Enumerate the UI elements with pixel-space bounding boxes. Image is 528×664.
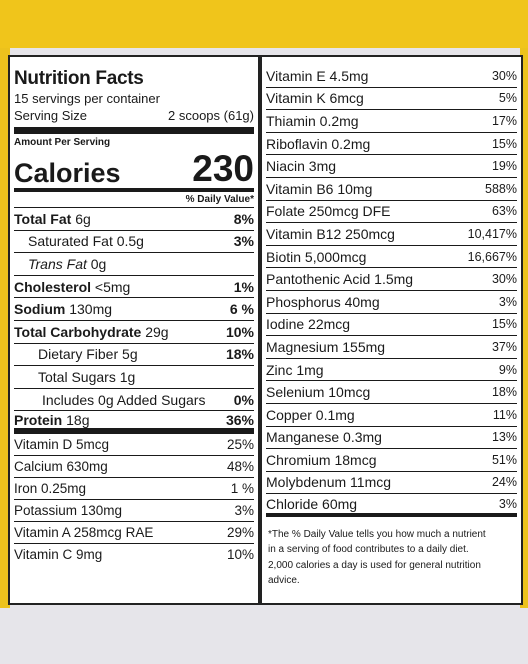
nutrient-pct: 1%	[233, 278, 254, 295]
vitamin-row-pantothenic-acid: Pantothenic Acid 1.5mg 30%	[266, 268, 517, 291]
nutrient-row-saturated-fat: Saturated Fat 0.5g 3%	[14, 231, 254, 254]
daily-value-footnote: *The % Daily Value tells you how much a …	[268, 528, 486, 587]
nutrition-facts-title: Nutrition Facts	[14, 68, 144, 89]
nutrient-pct: 18%	[225, 346, 254, 363]
vitamin-row-magnesium: Magnesium 155mg 37%	[266, 336, 517, 359]
vitamin-row-biotin: Biotin 5,000mcg 16,667%	[266, 246, 517, 269]
vitamin-row-vitamin-k: Vitamin K 6mcg 5%	[266, 88, 517, 111]
nutrient-row-dietary-fiber: Dietary Fiber 5g 18%	[14, 344, 254, 367]
nutrition-facts-right-column: Vitamin E 4.5mg 30% Vitamin K 6mcg 5% Thia…	[266, 65, 517, 589]
nutrient-pct: 10%	[225, 323, 254, 340]
vitamin-row-manganese: Manganese 0.3mg 13%	[266, 427, 517, 450]
column-divider	[258, 55, 262, 605]
vitamin-row-molybdenum: Molybdenum 11mcg 24%	[266, 472, 517, 495]
vitamin-row-folate: Folate 250mcg DFE 63%	[266, 201, 517, 224]
calories-label: Calories	[14, 158, 121, 188]
daily-value-header: % Daily Value*	[14, 192, 254, 208]
serving-size: Serving Size 2 scoops (61g)	[14, 107, 254, 124]
nutrient-row-total-sugars: Total Sugars 1g	[14, 366, 254, 389]
package-background-right	[520, 48, 528, 608]
nutrient-pct: 6 %	[229, 301, 254, 318]
calories-row: Calories 230	[14, 150, 254, 192]
vitamin-row-vitamin-e: Vitamin E 4.5mg 30%	[266, 65, 517, 88]
nutrient-row-trans-fat: Trans Fat 0g	[14, 253, 254, 276]
thick-rule	[14, 127, 254, 134]
vitamin-row-calcium: Calcium 630mg 48%	[14, 456, 254, 478]
vitamin-row-niacin: Niacin 3mg 19%	[266, 155, 517, 178]
package-background-top	[0, 0, 528, 48]
vitamin-row-copper: Copper 0.1mg 11%	[266, 404, 517, 427]
vitamin-row-potassium: Potassium 130mg 3%	[14, 500, 254, 522]
nutrient-row-cholesterol: Cholesterol <5mg 1%	[14, 276, 254, 299]
vitamin-row-vitamin-b6: Vitamin B6 10mg 588%	[266, 178, 517, 201]
nutrient-pct: 8%	[233, 210, 254, 227]
vitamin-row-thiamin: Thiamin 0.2mg 17%	[266, 110, 517, 133]
vitamin-row-vitamin-a: Vitamin A 258mcg RAE 29%	[14, 522, 254, 544]
vitamin-row-chloride: Chloride 60mg 3%	[266, 494, 517, 517]
vitamin-row-zinc: Zinc 1mg 9%	[266, 359, 517, 382]
servings-per-container: 15 servings per container	[14, 91, 160, 106]
vitamin-row-iodine: Iodine 22mcg 15%	[266, 314, 517, 337]
vitamin-row-chromium: Chromium 18mcg 51%	[266, 449, 517, 472]
calories-value: 230	[192, 148, 254, 189]
vitamin-row-iron: Iron 0.25mg 1 %	[14, 478, 254, 500]
nutrient-row-total-carbohydrate: Total Carbohydrate 29g 10%	[14, 321, 254, 344]
vitamin-row-selenium: Selenium 10mcg 18%	[266, 381, 517, 404]
vitamin-row-vitamin-b12: Vitamin B12 250mcg 10,417%	[266, 223, 517, 246]
nutrient-row-added-sugars: Includes 0g Added Sugars 0%	[14, 389, 254, 412]
nutrient-pct: 3%	[233, 233, 254, 250]
nutrient-row-sodium: Sodium 130mg 6 %	[14, 298, 254, 321]
amount-per-serving: Amount Per Serving	[14, 137, 111, 148]
vitamin-row-phosphorus: Phosphorus 40mg 3%	[266, 291, 517, 314]
nutrient-pct: 36%	[225, 411, 254, 428]
vitamin-row-vitamin-c: Vitamin C 9mg 10%	[14, 547, 254, 563]
nutrition-facts-left-column: Nutrition Facts 15 servings per containe…	[14, 68, 254, 566]
package-background-left	[0, 48, 10, 608]
serving-size-value: 2 scoops (61g)	[168, 108, 254, 123]
serving-size-label: Serving Size	[14, 108, 87, 123]
nutrient-pct: 0%	[233, 391, 254, 408]
vitamin-list-left: Vitamin D 5mcg 25% Calcium 630mg 48% Iron …	[14, 434, 254, 566]
nutrient-row-total-fat: Total Fat 6g 8%	[14, 208, 254, 231]
vitamin-row-riboflavin: Riboflavin 0.2mg 15%	[266, 133, 517, 156]
nutrient-row-protein: Protein 18g 36%	[14, 411, 254, 434]
vitamin-row-vitamin-d: Vitamin D 5mcg 25%	[14, 434, 254, 456]
